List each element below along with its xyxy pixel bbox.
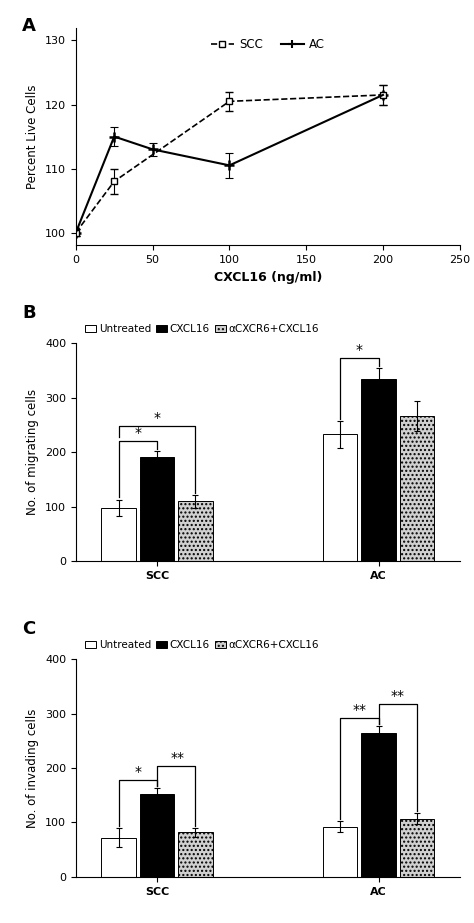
Text: A: A bbox=[22, 17, 36, 35]
Text: *: * bbox=[134, 765, 141, 779]
Bar bbox=[400, 819, 434, 877]
Text: *: * bbox=[134, 426, 141, 440]
Text: **: ** bbox=[171, 751, 185, 765]
Bar bbox=[140, 457, 174, 561]
Text: B: B bbox=[22, 305, 36, 322]
Text: *: * bbox=[154, 411, 161, 426]
Y-axis label: No. of migrating cells: No. of migrating cells bbox=[27, 390, 39, 515]
Y-axis label: Percent Live Cells: Percent Live Cells bbox=[27, 84, 39, 189]
Bar bbox=[178, 501, 213, 561]
Text: **: ** bbox=[391, 689, 405, 703]
Text: **: ** bbox=[352, 702, 366, 717]
Bar bbox=[400, 415, 434, 561]
Bar bbox=[323, 435, 357, 561]
Text: C: C bbox=[22, 620, 36, 638]
Legend: Untreated, CXCL16, αCXCR6+CXCL16: Untreated, CXCL16, αCXCR6+CXCL16 bbox=[81, 636, 323, 654]
Text: *: * bbox=[356, 343, 363, 357]
Y-axis label: No. of invading cells: No. of invading cells bbox=[27, 708, 39, 828]
Bar bbox=[323, 827, 357, 877]
Bar bbox=[140, 794, 174, 877]
Legend: Untreated, CXCL16, αCXCR6+CXCL16: Untreated, CXCL16, αCXCR6+CXCL16 bbox=[81, 320, 323, 339]
Legend: SCC, AC: SCC, AC bbox=[206, 33, 329, 56]
Bar bbox=[178, 833, 213, 877]
Bar bbox=[101, 838, 136, 877]
Bar bbox=[361, 378, 396, 561]
X-axis label: CXCL16 (ng/ml): CXCL16 (ng/ml) bbox=[214, 270, 322, 283]
Bar bbox=[361, 733, 396, 877]
Bar bbox=[101, 508, 136, 561]
